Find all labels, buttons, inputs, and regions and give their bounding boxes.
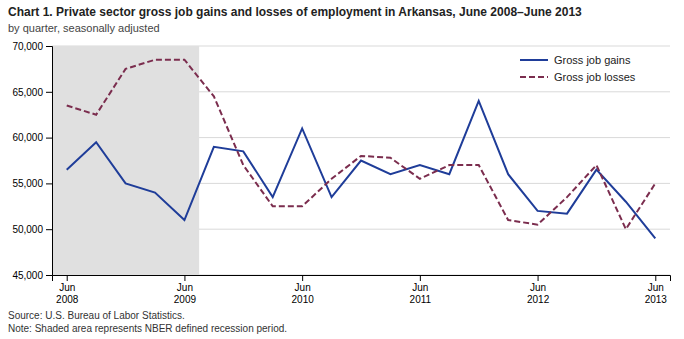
x-tick: Jun2010 — [292, 275, 315, 305]
y-tick-label: 65,000 — [12, 87, 43, 98]
x-tick-label-line: 2012 — [527, 294, 550, 305]
x-tick-mark — [655, 275, 656, 281]
x-tick-mark — [538, 275, 539, 281]
x-tick-label-line: Jun — [412, 282, 428, 293]
x-axis: Jun2008Jun2009Jun2010Jun2011Jun2012Jun20… — [53, 275, 671, 305]
y-tick: 70,000 — [12, 41, 52, 52]
title: Chart 1. Private sector gross job gains … — [8, 5, 582, 19]
y-tick-mark — [46, 46, 52, 47]
y-tick-mark — [46, 138, 52, 139]
x-tick-label: Jun2013 — [645, 282, 668, 305]
legend: Gross job gains Gross job losses — [520, 54, 636, 83]
legend-item: Gross job gains — [520, 54, 631, 66]
x-tick-mark — [302, 275, 303, 281]
y-axis: 45,000 50,000 55,000 60,000 65,000 70,000 — [12, 41, 52, 281]
x-tick-label-line: Jun — [648, 282, 664, 293]
y-tick-mark — [46, 229, 52, 230]
x-tick-label-line: Jun — [530, 282, 546, 293]
subtitle: by quarter, seasonally adjusted — [8, 22, 160, 34]
grid — [52, 46, 670, 275]
x-tick-mark — [184, 275, 185, 281]
x-tick-label: Jun2012 — [527, 282, 550, 305]
plot-area: 45,00050,00055,00060,00065,00070,000Jun2… — [12, 41, 670, 305]
y-tick: 45,000 — [12, 270, 52, 281]
x-tick: Jun2009 — [174, 275, 197, 305]
x-tick-mark — [420, 275, 421, 281]
x-tick-label: Jun2011 — [410, 282, 432, 305]
x-tick: Jun2008 — [56, 275, 79, 305]
legend-label: Gross job gains — [554, 54, 631, 66]
x-tick-label: Jun2010 — [292, 282, 315, 305]
shaded-span — [52, 46, 199, 275]
x-tick-label-line: 2008 — [56, 294, 79, 305]
y-tick-label: 45,000 — [12, 270, 43, 281]
y-axis-line — [46, 47, 53, 276]
legend-label: Gross job losses — [554, 71, 636, 83]
marks — [52, 46, 655, 275]
y-tick-label: 70,000 — [12, 41, 43, 52]
y-tick-label: 50,000 — [12, 224, 43, 235]
y-tick: 55,000 — [12, 178, 52, 189]
x-tick: Jun2012 — [527, 275, 550, 305]
x-tick: Jun2011 — [410, 275, 432, 305]
y-tick-mark — [46, 275, 52, 276]
x-tick-label-line: Jun — [295, 282, 311, 293]
series-line — [67, 60, 656, 229]
annotation: Source: U.S. Bureau of Labor Statistics. — [8, 310, 185, 321]
x-tick-label-line: Jun — [59, 282, 75, 293]
y-tick: 65,000 — [12, 87, 52, 98]
legend-swatch — [520, 59, 548, 61]
annotation: Note: Shaded area represents NBER define… — [8, 323, 287, 334]
y-tick-mark — [46, 92, 52, 93]
x-tick-label: Jun2009 — [174, 282, 197, 305]
legend-swatch — [520, 76, 548, 78]
legend-item: Gross job losses — [520, 71, 636, 83]
y-tick-label: 55,000 — [12, 178, 43, 189]
x-axis-line — [53, 276, 671, 282]
chart: Chart 1. Private sector gross job gains … — [0, 0, 684, 339]
series-line — [67, 101, 656, 238]
x-tick-label-line: 2009 — [174, 294, 197, 305]
x-tick-label: Jun2008 — [56, 282, 79, 305]
x-tick: Jun2013 — [645, 275, 668, 305]
x-tick-label-line: Jun — [177, 282, 193, 293]
x-tick-label-line: 2013 — [645, 294, 668, 305]
y-tick-mark — [46, 183, 52, 184]
y-tick-label: 60,000 — [12, 132, 43, 143]
x-tick-label-line: 2011 — [410, 294, 432, 305]
y-tick: 60,000 — [12, 132, 52, 143]
y-tick: 50,000 — [12, 224, 52, 235]
x-tick-mark — [67, 275, 68, 281]
x-tick-label-line: 2010 — [292, 294, 315, 305]
